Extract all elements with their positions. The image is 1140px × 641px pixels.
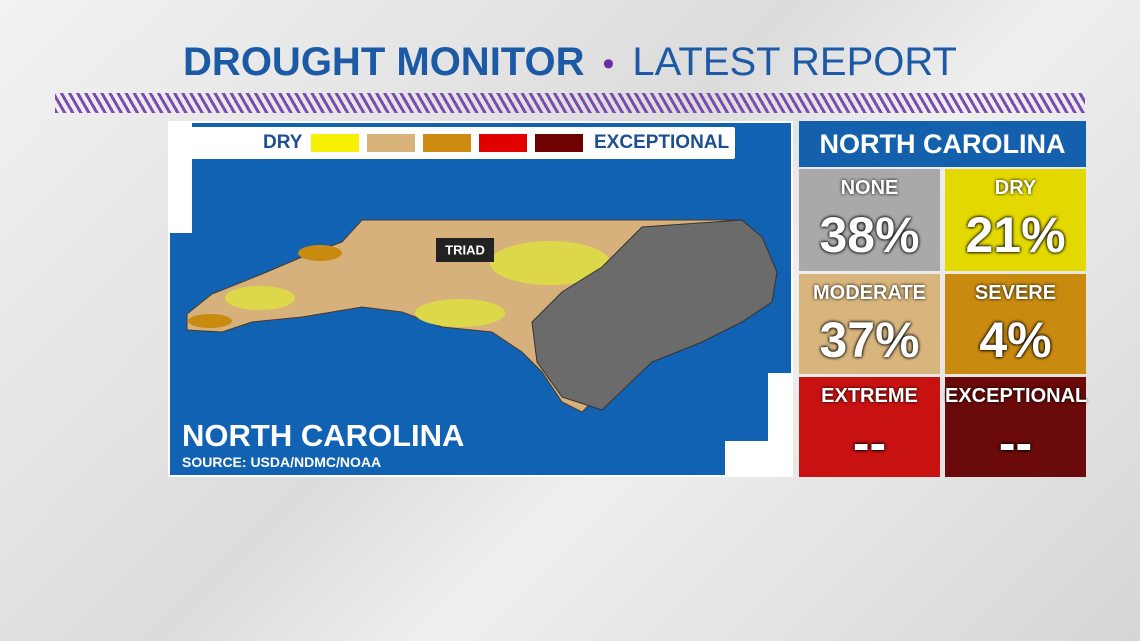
bullet: • <box>602 45 615 83</box>
subtitle: LATEST REPORT <box>632 40 957 84</box>
stat-cell: EXCEPTIONAL -- <box>945 377 1088 477</box>
swatch <box>479 134 527 152</box>
swatch <box>311 134 359 152</box>
stat-label: EXCEPTIONAL <box>945 385 1088 407</box>
no-drought-area <box>531 219 778 411</box>
stat-cell: EXTREME -- <box>799 377 940 477</box>
stat-label: DRY <box>994 177 1037 199</box>
stat-label: EXTREME <box>821 385 918 407</box>
stat-value: 38% <box>819 207 920 263</box>
header: DROUGHT MONITOR • LATEST REPORT <box>0 40 1140 85</box>
dry-area <box>415 299 505 327</box>
stat-label: MODERATE <box>813 282 926 304</box>
legend: DRY EXCEPTIONAL <box>190 127 735 159</box>
legend-low: DRY <box>263 132 303 153</box>
notch <box>170 123 192 233</box>
stat-value: 21% <box>965 207 1066 263</box>
swatch <box>423 134 471 152</box>
stat-cell: DRY 21% <box>945 169 1086 271</box>
title: DROUGHT MONITOR <box>183 40 585 84</box>
place-tag <box>436 238 494 262</box>
stat-value: 4% <box>979 312 1052 368</box>
stat-label: SEVERE <box>974 282 1057 304</box>
map-title: NORTH CAROLINA <box>182 418 464 453</box>
swatch <box>367 134 415 152</box>
moderate-area <box>298 245 342 261</box>
stat-cell: NONE 38% <box>799 169 940 271</box>
panel-title: NORTH CAROLINA <box>799 121 1086 167</box>
map: TRIAD NORTH CAROLINA SOURCE: USDA/NDMC/N… <box>170 123 791 475</box>
map-box: TRIAD NORTH CAROLINA SOURCE: USDA/NDMC/N… <box>168 121 793 477</box>
stripe <box>55 93 1085 113</box>
map-source: SOURCE: USDA/NDMC/NOAA <box>182 454 381 470</box>
dry-area <box>490 241 610 285</box>
legend-high: EXCEPTIONAL <box>594 132 730 153</box>
notch <box>725 441 791 475</box>
stat-value: -- <box>998 415 1033 471</box>
swatch <box>535 134 583 152</box>
stat-label: NONE <box>840 177 899 199</box>
stat-value: 37% <box>819 312 920 368</box>
stat-cell: MODERATE 37% <box>799 274 940 374</box>
stat-cell: SEVERE 4% <box>945 274 1086 374</box>
dry-area <box>225 286 295 310</box>
severe-area <box>188 314 232 328</box>
stat-value: -- <box>852 415 887 471</box>
place-label: TRIAD <box>445 242 485 257</box>
